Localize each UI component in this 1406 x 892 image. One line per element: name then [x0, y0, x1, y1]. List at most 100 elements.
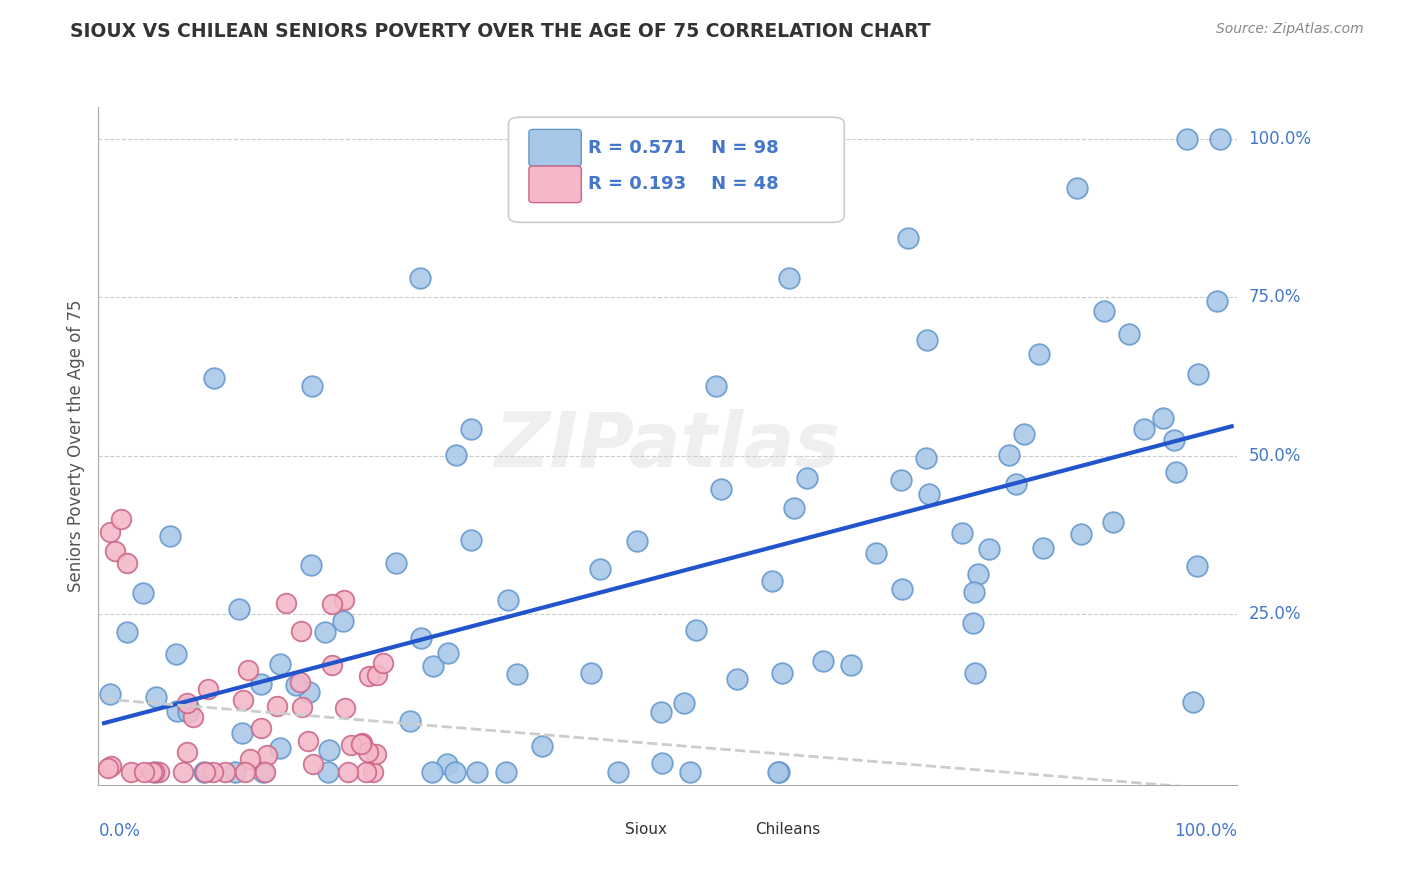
Point [385, 557, 408, 571]
Text: 100.0%: 100.0% [1249, 129, 1312, 148]
Point [321, 658, 343, 673]
Point [332, 614, 354, 628]
Point [224, 765, 246, 780]
Point [176, 705, 198, 719]
Point [890, 473, 912, 487]
Point [100, 759, 122, 773]
Point [963, 585, 986, 599]
Text: R = 0.571    N = 98: R = 0.571 N = 98 [588, 139, 779, 157]
FancyBboxPatch shape [529, 166, 581, 202]
Point [531, 739, 554, 753]
Point [1070, 527, 1092, 541]
Point [1164, 465, 1187, 479]
Point [811, 654, 834, 668]
Text: Chileans: Chileans [755, 822, 821, 838]
Point [301, 379, 323, 393]
Point [1205, 294, 1227, 309]
Point [685, 623, 707, 637]
Point [1032, 541, 1054, 556]
Point [979, 542, 1001, 557]
Text: Source: ZipAtlas.com: Source: ZipAtlas.com [1216, 22, 1364, 37]
Point [672, 696, 695, 710]
Point [231, 726, 253, 740]
Point [290, 675, 312, 690]
Point [679, 765, 702, 780]
Point [115, 556, 138, 570]
Point [650, 706, 672, 720]
Point [1066, 181, 1088, 195]
Point [436, 646, 458, 660]
FancyBboxPatch shape [574, 814, 617, 845]
Point [314, 625, 336, 640]
Point [232, 692, 254, 706]
FancyBboxPatch shape [529, 129, 581, 166]
Point [357, 745, 380, 759]
Point [176, 745, 198, 759]
Point [1181, 695, 1204, 709]
Point [297, 734, 319, 748]
Point [145, 690, 167, 704]
Point [194, 765, 217, 780]
Point [132, 586, 155, 600]
Point [166, 704, 188, 718]
Point [299, 558, 322, 572]
Point [193, 765, 215, 780]
Point [891, 582, 914, 597]
Point [409, 271, 432, 285]
Point [98, 524, 121, 539]
Point [350, 736, 373, 750]
Point [337, 765, 360, 780]
Point [768, 765, 790, 780]
Point [409, 631, 432, 645]
Point [1132, 422, 1154, 436]
Point [364, 747, 387, 762]
Point [950, 525, 973, 540]
Point [761, 574, 783, 589]
Point [141, 765, 163, 780]
Point [228, 602, 250, 616]
Point [589, 562, 612, 576]
Point [238, 663, 260, 677]
Text: Sioux: Sioux [624, 822, 666, 838]
Point [422, 658, 444, 673]
Point [316, 765, 339, 780]
Text: 50.0%: 50.0% [1249, 447, 1301, 465]
Point [1118, 326, 1140, 341]
Point [770, 665, 793, 680]
Point [783, 500, 806, 515]
Point [1152, 410, 1174, 425]
Point [460, 422, 482, 436]
Point [298, 685, 321, 699]
Point [465, 765, 488, 780]
Point [333, 701, 356, 715]
Point [291, 699, 314, 714]
Point [495, 765, 517, 780]
Point [172, 765, 194, 780]
Text: 0.0%: 0.0% [98, 822, 141, 840]
Point [333, 593, 356, 607]
Point [839, 658, 862, 673]
Point [1163, 433, 1185, 447]
Point [148, 765, 170, 780]
Point [918, 487, 941, 501]
Point [250, 721, 273, 735]
Point [97, 761, 120, 775]
Point [373, 657, 395, 671]
Point [366, 668, 388, 682]
Point [290, 624, 312, 638]
Point [1187, 558, 1209, 573]
Point [422, 765, 444, 780]
Point [897, 231, 920, 245]
Point [361, 765, 384, 780]
Point [252, 765, 274, 780]
Point [963, 666, 986, 681]
Point [256, 747, 278, 762]
Point [967, 567, 990, 582]
Point [1187, 367, 1209, 381]
Point [778, 270, 800, 285]
Point [269, 657, 291, 671]
Text: R = 0.193    N = 48: R = 0.193 N = 48 [588, 176, 779, 194]
Point [865, 546, 887, 560]
Point [250, 677, 273, 691]
Point [444, 448, 467, 462]
